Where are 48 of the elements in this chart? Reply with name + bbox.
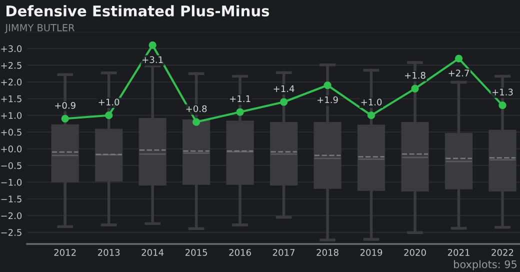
- x-tick-label: 2012: [54, 249, 76, 256]
- x-tick-label: 2015: [185, 249, 208, 256]
- x-tick-label: 2021: [448, 249, 470, 256]
- y-tick-label: +1.0: [1, 112, 22, 119]
- x-tick-label: 2019: [360, 249, 382, 256]
- y-tick-label: −1.0: [1, 178, 22, 186]
- chart-subtitle: JIMMY BUTLER: [4, 24, 74, 34]
- point: [236, 108, 244, 116]
- point: [148, 41, 156, 50]
- point: [324, 81, 332, 90]
- data-label: +1.0: [98, 98, 120, 106]
- data-label: +1.0: [361, 98, 382, 106]
- x-tick-label: 2017: [272, 249, 295, 256]
- y-tick-label: +1.5: [1, 95, 22, 102]
- y-tick-label: −2.5: [1, 229, 22, 236]
- data-label: +1.4: [274, 85, 294, 92]
- point: [280, 98, 288, 106]
- text: boxplots: 95: [454, 260, 516, 270]
- point: [411, 84, 419, 92]
- y-tick-label: +3.0: [1, 45, 22, 52]
- point: [498, 102, 506, 110]
- data-label: +0.8: [186, 105, 207, 112]
- x-tick-label: 2016: [229, 249, 251, 256]
- x-tick-label: 2014: [142, 249, 164, 256]
- x-tick-label: 2022: [492, 249, 514, 256]
- point: [454, 54, 463, 62]
- y-tick-label: +0.0: [1, 145, 22, 152]
- x-tick-label: 2018: [316, 249, 338, 256]
- y-tick-label: −1.5: [1, 196, 22, 202]
- point: [192, 118, 200, 126]
- data-label: +1.3: [492, 88, 513, 96]
- data-label: +1.8: [405, 72, 426, 79]
- data-label: +3.1: [142, 56, 163, 64]
- point: [61, 114, 69, 123]
- data-label: +0.9: [55, 102, 76, 109]
- x-tick-label: 2013: [98, 249, 120, 256]
- point: [105, 112, 113, 120]
- y-tick-label: +0.5: [1, 128, 22, 136]
- point: [367, 112, 376, 120]
- y-tick-label: −0.5: [1, 162, 22, 170]
- data-label: +1.9: [318, 96, 338, 104]
- y-tick-label: +2.0: [1, 78, 22, 86]
- y-tick-label: +2.5: [1, 62, 22, 69]
- x-tick-label: 2020: [404, 249, 426, 256]
- chart-title: Defensive Estimated Plus-Minus: [6, 5, 270, 16]
- y-tick-label: −2.0: [1, 212, 22, 220]
- data-label: +2.7: [448, 70, 469, 76]
- data-label: +1.1: [230, 95, 250, 102]
